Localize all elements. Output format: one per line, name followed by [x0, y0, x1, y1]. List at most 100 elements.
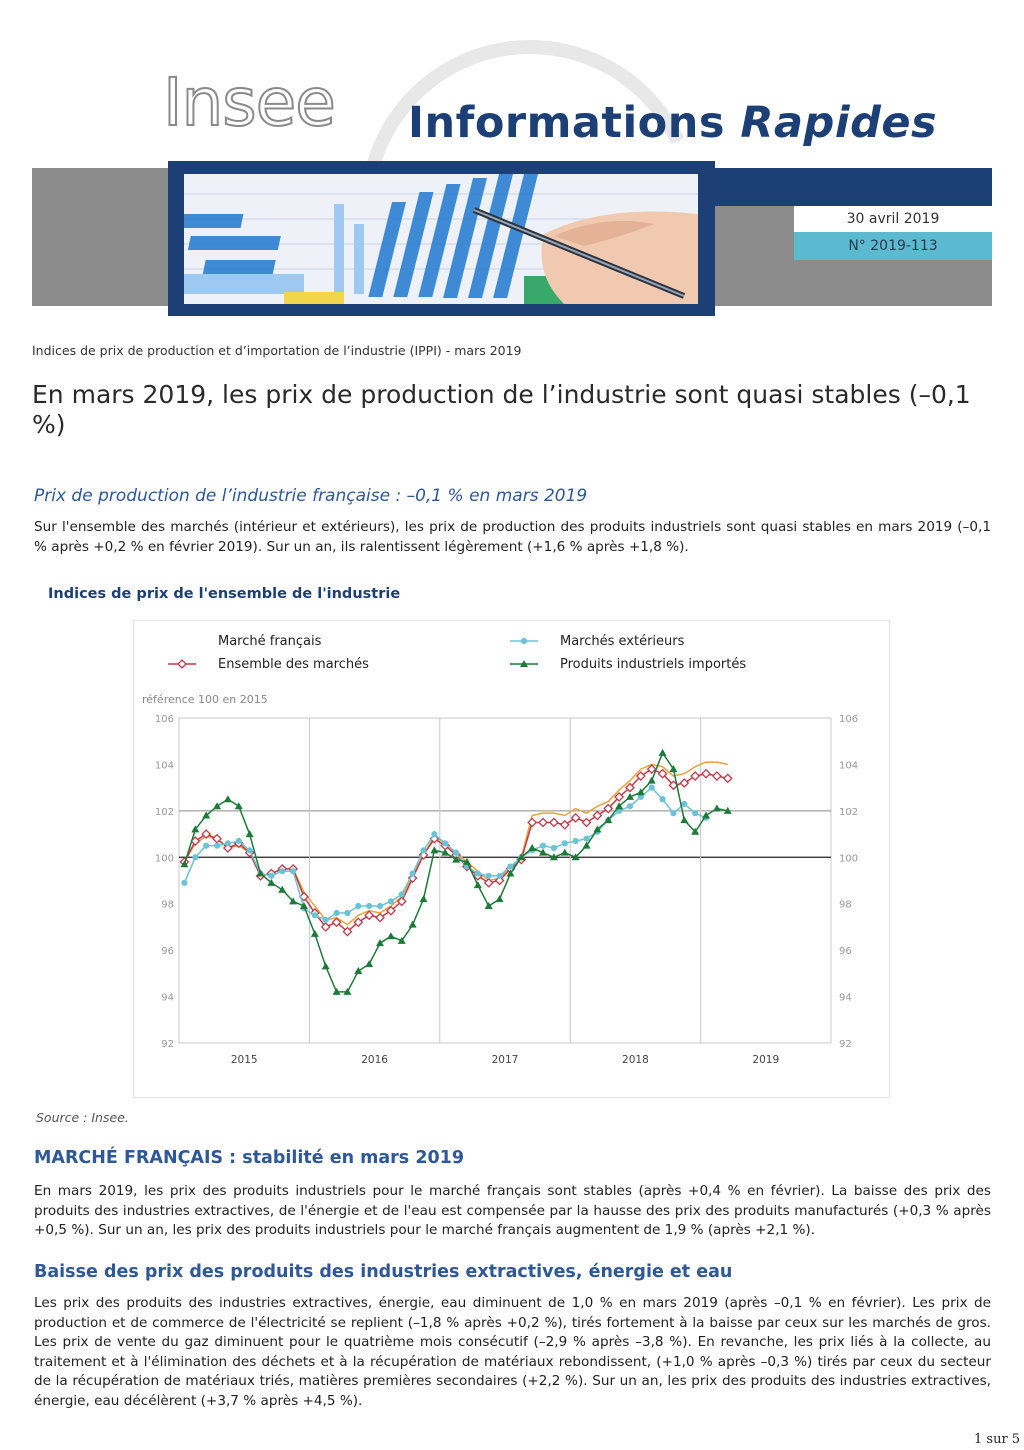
- data-point: [485, 872, 492, 879]
- data-point: [680, 816, 689, 824]
- data-point: [453, 849, 460, 856]
- y-tick-label-right: 96: [839, 946, 852, 957]
- data-point: [528, 844, 537, 851]
- chart-x-ticks: 2015 2016 2017 2018 2019: [231, 1054, 779, 1066]
- page-number: 1 sur 5: [974, 1432, 1021, 1447]
- data-point: [495, 895, 504, 903]
- data-point: [234, 802, 243, 810]
- y-tick-label-right: 98: [839, 900, 852, 911]
- y-tick-label-left: 94: [161, 993, 174, 1004]
- section-heading-marche-francais: MARCHÉ FRANÇAIS : stabilité en mars 2019: [34, 1148, 464, 1168]
- data-point: [398, 891, 405, 898]
- data-point: [506, 869, 515, 877]
- data-point: [177, 659, 187, 669]
- data-point: [344, 909, 351, 917]
- data-point: [484, 902, 493, 910]
- data-point: [441, 848, 450, 856]
- page-title: En mars 2019, les prix de production de …: [32, 380, 971, 439]
- data-point: [342, 926, 353, 937]
- data-point: [322, 916, 329, 924]
- data-point: [245, 830, 254, 838]
- data-point: [419, 895, 428, 903]
- publication-title-italic: Rapides: [740, 98, 938, 148]
- data-point: [430, 846, 439, 854]
- data-point: [626, 803, 634, 810]
- y-tick-label-right: 94: [839, 993, 852, 1004]
- data-point: [462, 857, 471, 865]
- data-point: [311, 912, 318, 919]
- data-point: [364, 910, 375, 921]
- data-point: [592, 810, 603, 821]
- data-point: [409, 870, 416, 877]
- data-point: [625, 782, 635, 793]
- y-tick-label-left: 104: [155, 760, 174, 771]
- data-point: [343, 987, 352, 995]
- chart-legend: Marché français Ensemble des marchés March…: [168, 634, 746, 672]
- data-point: [353, 917, 364, 928]
- data-point: [593, 825, 602, 833]
- chart-svg: Marché français Ensemble des marchés March…: [142, 634, 858, 1066]
- data-point: [636, 788, 645, 796]
- y-tick-label-left: 92: [161, 1039, 174, 1050]
- data-point: [692, 810, 699, 817]
- data-point: [635, 771, 646, 781]
- chart-grid: [178, 717, 832, 1044]
- data-point: [647, 776, 656, 784]
- data-point: [658, 748, 667, 756]
- x-tick-label: 2019: [752, 1054, 779, 1066]
- data-point: [701, 768, 711, 779]
- chart-photo-illustration: [184, 174, 698, 304]
- data-point: [494, 875, 505, 886]
- data-point: [332, 987, 341, 995]
- y-tick-label-right: 102: [839, 807, 858, 818]
- data-point: [420, 847, 427, 854]
- data-point: [549, 853, 558, 861]
- y-tick-label-right: 104: [839, 760, 858, 771]
- chart-source: Source : Insee.: [36, 1110, 129, 1125]
- intro-paragraph: Sur l'ensemble des marchés (intérieur et…: [34, 519, 991, 555]
- data-point: [333, 909, 340, 917]
- legend-label: Produits industriels importés: [560, 657, 746, 672]
- legend-label: Marchés extérieurs: [560, 634, 685, 649]
- data-point: [268, 872, 275, 879]
- data-point: [375, 912, 385, 923]
- section-heading-bold: MARCHÉ FRANÇAIS: [34, 1148, 224, 1168]
- issue-number: N° 2019-113: [794, 232, 992, 260]
- x-tick-label: 2018: [622, 1054, 649, 1066]
- data-point: [561, 840, 568, 847]
- data-point: [582, 841, 591, 849]
- data-point: [222, 843, 233, 853]
- data-point: [538, 817, 548, 828]
- data-point: [681, 800, 688, 807]
- legend-label: Ensemble des marchés: [218, 657, 369, 672]
- data-point: [267, 878, 276, 886]
- breadcrumb: Indices de prix de production et d’impor…: [32, 343, 522, 358]
- y-tick-label-right: 92: [839, 1039, 852, 1050]
- data-point: [192, 854, 199, 861]
- data-point: [581, 817, 592, 828]
- data-point: [550, 844, 557, 852]
- data-point: [408, 920, 417, 928]
- data-point: [376, 902, 384, 910]
- data-point: [431, 830, 438, 838]
- data-point: [570, 812, 581, 823]
- series-line: [183, 751, 728, 993]
- y-tick-label-left: 96: [161, 946, 174, 957]
- section-subtitle: Prix de production de l’industrie frança…: [34, 486, 588, 506]
- data-point: [442, 840, 449, 847]
- y-tick-label-left: 106: [155, 714, 174, 725]
- data-point: [679, 778, 690, 788]
- header-photo: [184, 174, 698, 304]
- data-point: [520, 637, 528, 645]
- data-point: [180, 860, 189, 868]
- data-point: [246, 847, 253, 854]
- y-tick-label-right: 100: [839, 853, 858, 864]
- data-point: [722, 773, 733, 784]
- data-point: [223, 795, 232, 803]
- data-point: [670, 810, 677, 817]
- section-paragraph-extractives: Les prix des produits des industries ext…: [34, 1295, 991, 1409]
- data-point: [496, 872, 503, 879]
- data-point: [712, 804, 721, 812]
- y-tick-label-left: 98: [161, 900, 174, 911]
- data-point: [386, 932, 395, 940]
